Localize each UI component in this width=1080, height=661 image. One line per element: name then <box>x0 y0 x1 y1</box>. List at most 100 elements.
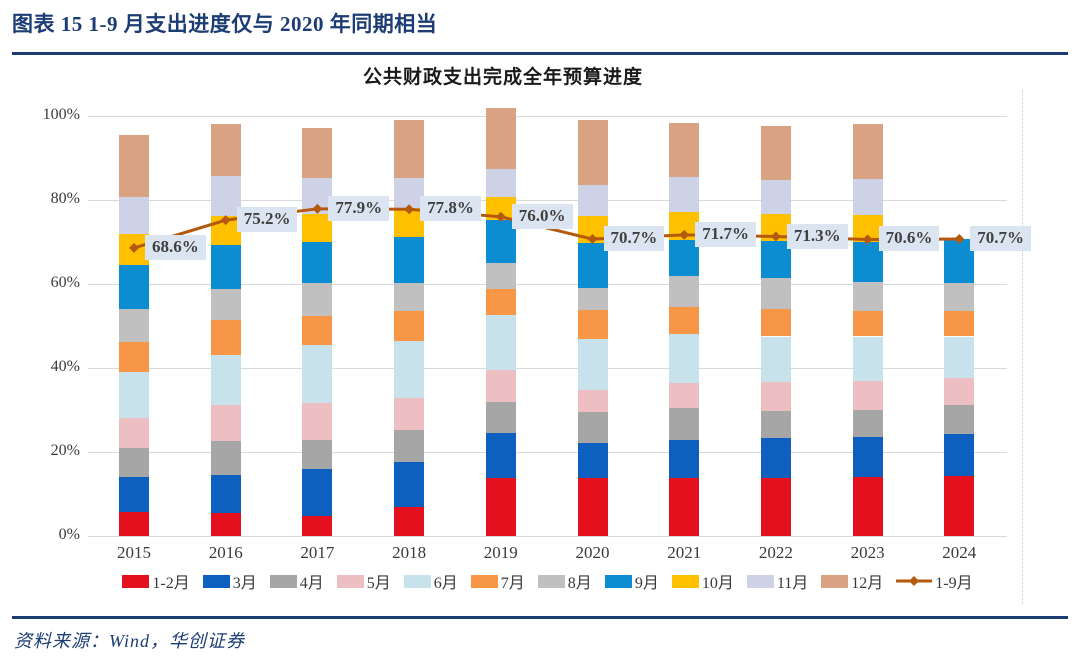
legend-label: 1-2月 <box>152 575 190 592</box>
bar-segment-3月-2019 <box>485 433 516 479</box>
bar-segment-4月-2016 <box>210 441 241 475</box>
bar-segment-8月-2022 <box>760 278 791 309</box>
legend-item-7月: 7月 <box>470 569 525 593</box>
y-tick-label: 0% <box>58 526 80 543</box>
bar-segment-5月-2019 <box>485 370 516 402</box>
footer-divider <box>12 616 1068 619</box>
bar-segment-9月-2020 <box>577 243 608 288</box>
bar-segment-12月-2016 <box>210 123 241 176</box>
bar-segment-4月-2019 <box>485 401 516 434</box>
bar-segment-6月-2024 <box>944 336 975 378</box>
bar-segment-11月-2020 <box>577 184 608 216</box>
bar-segment-5月-2024 <box>944 377 975 405</box>
data-label-2022: 71.3% <box>786 223 848 249</box>
data-label-2018: 77.8% <box>420 196 481 222</box>
bar-segment-12月-2015 <box>119 134 149 198</box>
line-marker-diamond-2020 <box>587 234 598 245</box>
bar-segment-4月-2020 <box>577 411 608 444</box>
legend-swatch-7月 <box>470 574 498 588</box>
legend-item-1-9月: 1-9月 <box>896 569 973 593</box>
bar-segment-6月-2022 <box>760 336 791 383</box>
y-tick-label: 80% <box>50 190 80 207</box>
line-marker-diamond-2019 <box>495 211 506 222</box>
data-label-2017: 77.9% <box>328 195 390 221</box>
x-tick-label-2019: 2019 <box>483 543 518 562</box>
legend-swatch-5月 <box>336 574 364 588</box>
legend-label: 7月 <box>500 575 525 592</box>
bar-segment-5月-2016 <box>210 404 241 442</box>
legend-item-9月: 9月 <box>604 569 659 593</box>
bar-segment-11月-2021 <box>669 176 700 213</box>
legend-swatch-12月 <box>821 574 849 588</box>
bar-segment-3月-2018 <box>394 461 425 507</box>
bar-segment-11月-2015 <box>119 197 149 234</box>
bar-segment-1-2月-2019 <box>485 478 516 536</box>
data-label-2023: 70.6% <box>878 226 940 252</box>
bar-segment-6月-2018 <box>394 340 425 398</box>
bar-segment-3月-2016 <box>210 474 241 514</box>
bar-segment-1-2月-2017 <box>302 515 333 536</box>
gridline-40% <box>88 367 1007 369</box>
gridline-80% <box>88 199 1007 201</box>
bar-segment-6月-2016 <box>210 354 241 405</box>
bar-segment-8月-2018 <box>394 283 425 312</box>
line-marker-diamond-2016 <box>220 215 231 226</box>
bar-segment-12月-2023 <box>852 124 883 179</box>
bar-segment-3月-2021 <box>669 440 700 479</box>
bar-segment-7月-2022 <box>760 308 791 337</box>
data-source-note: 资料来源：Wind，华创证券 <box>14 631 246 651</box>
bar-segment-10月-2017 <box>302 214 333 242</box>
bar-segment-9月-2021 <box>669 240 700 277</box>
data-label-2015: 68.6% <box>145 234 206 260</box>
legend-swatch-3月 <box>202 574 230 588</box>
legend-swatch-4月 <box>269 574 297 588</box>
bar-segment-3月-2022 <box>760 437 791 478</box>
bar-segment-4月-2024 <box>944 404 975 435</box>
bar-segment-11月-2022 <box>760 180 791 215</box>
figure-caption: 图表 15 1-9 月支出进度仅与 2020 年同期相当 <box>12 12 438 36</box>
bar-segment-9月-2022 <box>760 240 791 279</box>
line-series-1-9月 <box>129 203 965 253</box>
line-marker-diamond-2022 <box>770 231 781 242</box>
bar-segment-3月-2024 <box>944 434 975 476</box>
legend-item-3月: 3月 <box>202 569 257 593</box>
legend-label: 9月 <box>634 575 659 592</box>
gridline-100% <box>88 115 1007 117</box>
bar-segment-9月-2024 <box>944 239 975 284</box>
bar-segment-7月-2020 <box>577 309 608 340</box>
plot-area: 68.6% 75.2% 77.9% 77.8% 76.0% 70.7% 71.7% 71.3%… <box>88 96 1032 537</box>
line-marker-diamond-2015 <box>129 242 139 253</box>
bar-segment-3月-2015 <box>119 476 149 512</box>
gridline-60% <box>88 283 1007 285</box>
bar-segment-7月-2021 <box>669 307 700 334</box>
bar-segment-9月-2018 <box>394 236 425 284</box>
bar-segment-6月-2015 <box>119 371 149 419</box>
line-marker-diamond-2018 <box>404 204 415 215</box>
legend-item-8月: 8月 <box>537 569 592 593</box>
data-label-2020: 70.7% <box>603 226 665 252</box>
bar-segment-1-2月-2021 <box>669 478 700 536</box>
bar-segment-10月-2019 <box>485 197 516 220</box>
bar-segment-11月-2016 <box>210 175 241 217</box>
bar-segment-8月-2019 <box>485 263 516 290</box>
legend-item-6月: 6月 <box>403 569 458 593</box>
bar-segment-11月-2023 <box>852 179 883 216</box>
line-marker-diamond-2017 <box>312 203 323 214</box>
bar-segment-8月-2020 <box>577 287 608 310</box>
bar-segment-4月-2022 <box>760 411 791 438</box>
legend-item-4月: 4月 <box>269 569 324 593</box>
bar-segment-4月-2018 <box>394 430 425 462</box>
legend-item-12月: 12月 <box>821 569 883 593</box>
legend-item-11月: 11月 <box>746 569 808 593</box>
bar-segment-5月-2020 <box>577 389 608 412</box>
x-tick-label-2016: 2016 <box>208 543 243 562</box>
legend-swatch-8月 <box>537 574 565 588</box>
legend-item-1-2月: 1-2月 <box>122 569 190 593</box>
bar-segment-6月-2021 <box>669 333 700 383</box>
bar-segment-8月-2024 <box>944 283 975 311</box>
x-tick-label-2020: 2020 <box>575 543 610 562</box>
bar-segment-8月-2021 <box>669 276 700 308</box>
bar-segment-9月-2019 <box>485 219 516 263</box>
legend-swatch-9月 <box>604 574 632 588</box>
caption-divider <box>12 52 1068 55</box>
